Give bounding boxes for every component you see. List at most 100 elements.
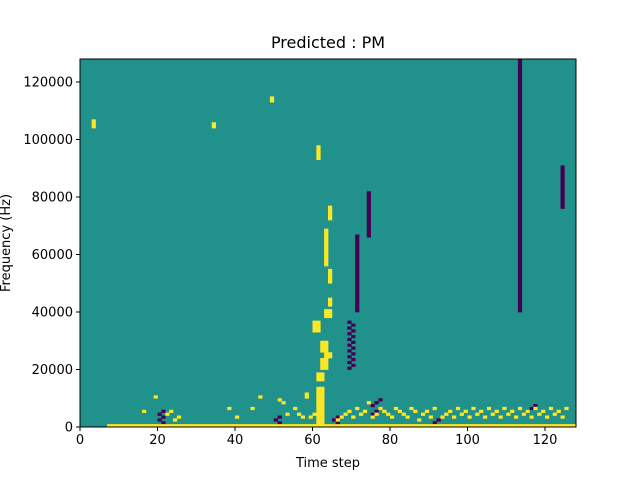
heatmap-cell-high	[448, 424, 453, 428]
heatmap-cell-high	[269, 96, 275, 100]
heatmap-cell-high	[475, 424, 480, 428]
heatmap-cell-high	[285, 424, 290, 428]
heatmap-cell-high	[126, 424, 131, 428]
heatmap-cell-low	[351, 335, 356, 339]
heatmap-cell-low	[355, 289, 360, 293]
heatmap-cell-high	[316, 323, 321, 327]
heatmap-cell-high	[324, 340, 329, 344]
heatmap-cell-high	[393, 424, 399, 428]
heatmap-cell-high	[320, 395, 325, 399]
heatmap-cell-low	[517, 162, 523, 166]
heatmap-cell-high	[293, 406, 298, 411]
heatmap-cell-high	[316, 412, 321, 416]
heatmap-cell-low	[517, 116, 523, 120]
heatmap-cell-low	[517, 245, 523, 250]
heatmap-cell-high	[335, 424, 340, 428]
heatmap-cell-high	[258, 424, 263, 428]
heatmap-cell-low	[517, 202, 523, 206]
heatmap-cell-high	[421, 412, 426, 416]
heatmap-cell-low	[517, 59, 523, 63]
heatmap-cell-high	[452, 424, 457, 428]
heatmap-cell-low	[560, 191, 565, 195]
heatmap-cell-high	[556, 409, 561, 413]
heatmap-cell-high	[161, 424, 166, 428]
heatmap-cell-low	[560, 188, 565, 192]
heatmap-cell-low	[517, 142, 523, 146]
heatmap-cell-high	[463, 424, 468, 428]
heatmap-cell-high	[328, 309, 333, 313]
heatmap-cell-high	[572, 424, 577, 428]
heatmap-cell-high	[262, 424, 267, 428]
heatmap-cell-low	[366, 199, 371, 204]
heatmap-cell-high	[324, 309, 329, 313]
heatmap-cell-high	[242, 424, 247, 428]
heatmap-cell-low	[366, 194, 371, 198]
heatmap-cell-high	[107, 424, 112, 428]
heatmap-cell-low	[355, 245, 360, 250]
heatmap-cell-low	[355, 251, 360, 255]
heatmap-cell-high	[320, 363, 325, 367]
heatmap-cell-high	[324, 263, 329, 267]
heatmap-cell-high	[269, 424, 275, 428]
heatmap-cell-high	[312, 320, 317, 324]
heatmap-cell-low	[355, 277, 360, 281]
heatmap-cell-high	[459, 412, 464, 416]
heatmap-cell-low	[355, 274, 360, 278]
heatmap-cell-low	[366, 214, 371, 218]
heatmap-cell-low	[517, 139, 523, 143]
heatmap-cell-high	[483, 415, 488, 419]
heatmap-cell-high	[266, 424, 271, 428]
heatmap-cell-low	[517, 153, 523, 158]
heatmap-cell-high	[235, 424, 240, 428]
heatmap-cell-high	[328, 280, 333, 284]
heatmap-cell-high	[409, 424, 414, 428]
heatmap-cell-low	[517, 156, 523, 160]
heatmap-cell-high	[479, 409, 484, 413]
heatmap-cell-high	[250, 406, 255, 411]
heatmap-cell-low	[432, 421, 437, 425]
heatmap-cell-high	[409, 406, 414, 411]
heatmap-cell-high	[320, 343, 325, 347]
heatmap-cell-high	[281, 401, 286, 405]
heatmap-cell-high	[545, 415, 550, 419]
heatmap-cell-high	[165, 412, 170, 416]
heatmap-cell-low	[517, 93, 523, 97]
heatmap-cell-high	[316, 372, 321, 376]
heatmap-cell-high	[564, 424, 569, 428]
heatmap-cell-high	[320, 398, 325, 402]
heatmap-cell-high	[324, 251, 329, 255]
heatmap-cell-high	[235, 415, 240, 419]
heatmap-cell-high	[316, 418, 321, 422]
heatmap-cell-high	[343, 424, 348, 428]
heatmap-cell-low	[560, 182, 565, 186]
heatmap-cell-low	[366, 220, 371, 224]
heatmap-cell-low	[347, 349, 352, 353]
heatmap-cell-high	[316, 395, 321, 399]
heatmap-cell-high	[498, 415, 503, 419]
heatmap-cell-low	[355, 280, 360, 284]
heatmap-cell-high	[475, 412, 480, 416]
heatmap-cell-high	[432, 424, 437, 428]
heatmap-cell-high	[366, 401, 371, 405]
heatmap-cell-low	[517, 61, 523, 66]
heatmap-cell-high	[312, 326, 317, 330]
heatmap-cell-high	[308, 415, 313, 419]
heatmap-cell-high	[316, 320, 321, 324]
heatmap-cell-high	[316, 421, 321, 425]
heatmap-cell-high	[362, 409, 368, 413]
heatmap-cell-high	[390, 424, 395, 428]
heatmap-cell-high	[196, 424, 201, 428]
heatmap-cell-high	[320, 424, 325, 428]
x-axis: 0 20 40 60 80 100 120	[76, 427, 557, 448]
heatmap-cell-high	[91, 125, 96, 129]
heatmap-cell-high	[328, 208, 333, 212]
heatmap-cell-high	[386, 412, 391, 416]
heatmap-cell-low	[436, 418, 441, 422]
heatmap-cell-high	[351, 424, 356, 428]
heatmap-cell-high	[223, 424, 228, 428]
heatmap-cell-high	[122, 424, 127, 428]
heatmap-cell-high	[316, 389, 321, 393]
heatmap-cell-high	[328, 352, 333, 356]
heatmap-cell-low	[366, 191, 371, 195]
heatmap-cell-low	[517, 306, 523, 310]
